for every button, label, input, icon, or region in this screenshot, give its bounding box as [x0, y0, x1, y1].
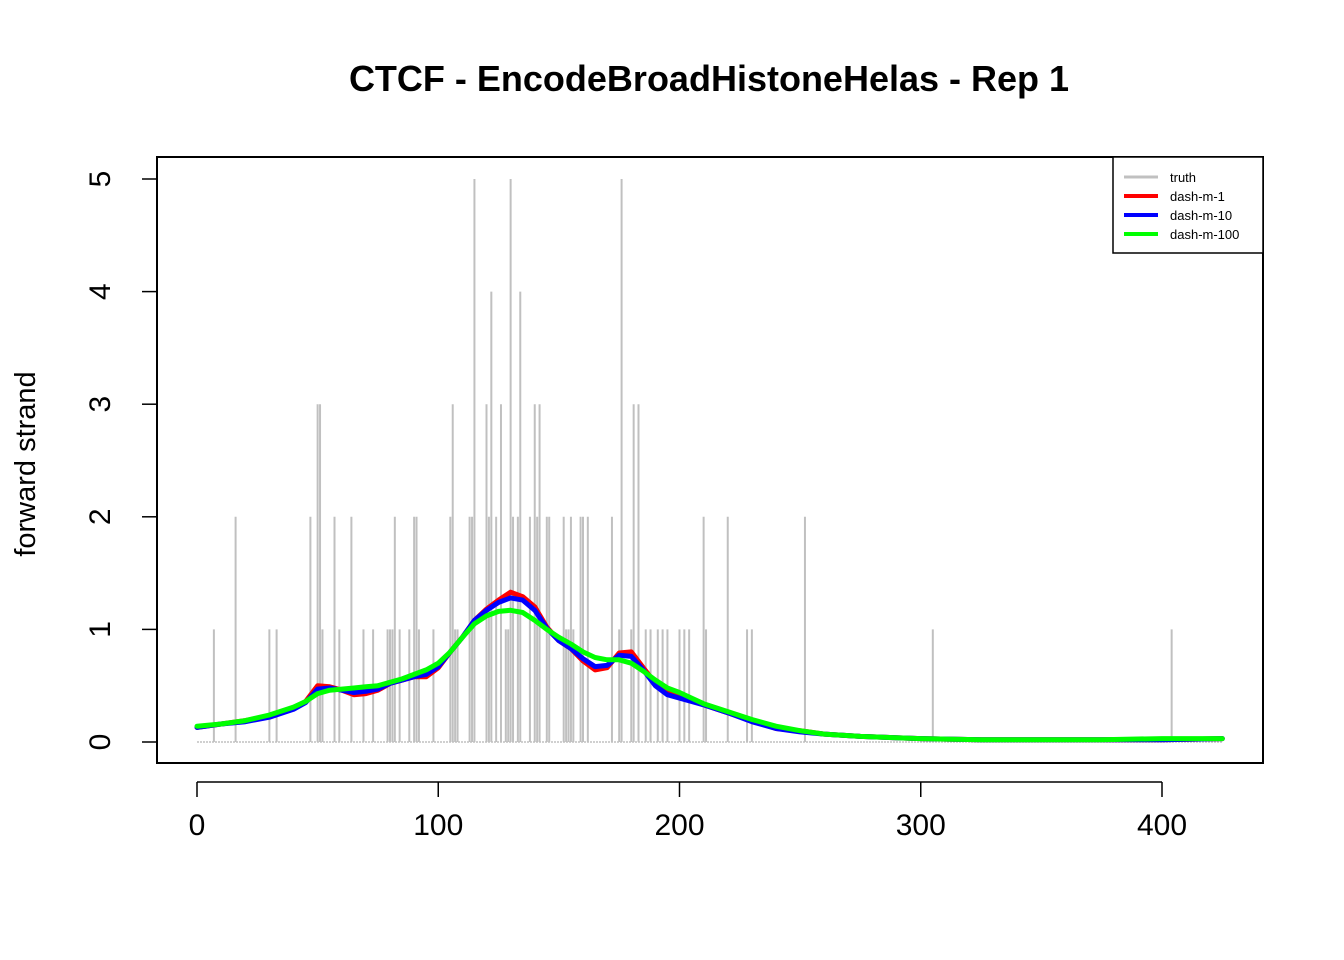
y-tick-label: 3 [84, 396, 117, 413]
chart-title: CTCF - EncodeBroadHistoneHelas - Rep 1 [348, 58, 1070, 99]
series-lines-layer [194, 589, 1225, 743]
legend-label-truth: truth [1170, 170, 1196, 185]
y-tick-label: 5 [84, 171, 117, 188]
legend-box [1112, 156, 1264, 254]
truth-spikes-layer [197, 179, 1223, 743]
x-tick-label: 0 [189, 809, 206, 842]
y-axis-title: forward strand [10, 371, 42, 556]
y-tick-label: 0 [84, 734, 117, 751]
legend-label-dash-m-10: dash-m-10 [1170, 208, 1232, 223]
legend-label-dash-m-100: dash-m-100 [1170, 227, 1239, 242]
x-tick-label: 400 [1137, 809, 1187, 842]
x-tick-label: 100 [413, 809, 463, 842]
legend-label-dash-m-1: dash-m-1 [1170, 189, 1225, 204]
series-line-dash-m-100 [194, 607, 1225, 743]
x-tick-label: 300 [896, 809, 946, 842]
y-axis: 0 1 2 3 4 5 [84, 171, 158, 751]
y-tick-label: 4 [84, 283, 117, 300]
y-tick-label: 1 [84, 621, 117, 638]
y-tick-label: 2 [84, 508, 117, 525]
legend: truth dash-m-1 dash-m-10 dash-m-100 [1112, 156, 1264, 254]
x-tick-label: 200 [654, 809, 704, 842]
x-axis: 0 100 200 300 400 [189, 781, 1187, 842]
